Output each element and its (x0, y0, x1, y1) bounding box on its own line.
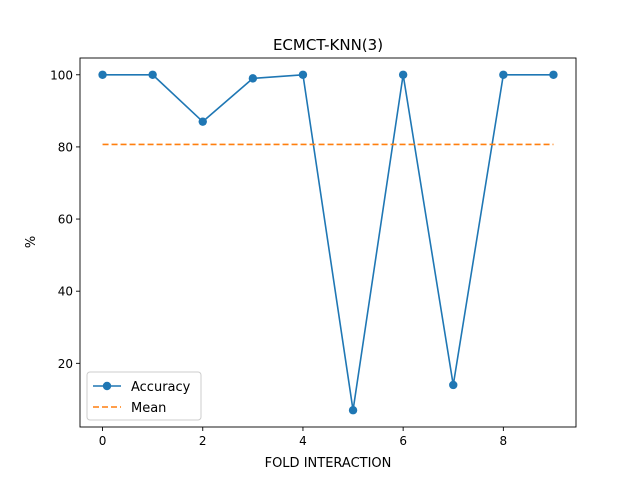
y-tick-label: 100 (50, 68, 73, 82)
data-point-accuracy (98, 70, 107, 79)
x-tick-label: 0 (99, 434, 107, 448)
legend-label-accuracy: Accuracy (131, 380, 191, 395)
x-tick-label: 6 (399, 434, 407, 448)
data-point-accuracy (398, 70, 408, 79)
y-tick-label: 40 (58, 285, 73, 299)
series-line-accuracy (102, 73, 554, 412)
data-point-accuracy (198, 117, 207, 126)
legend-label-mean: Mean (131, 401, 166, 416)
y-axis-label: % (24, 236, 39, 248)
y-tick-label: 20 (58, 357, 73, 371)
plot-frame (79, 57, 577, 428)
data-point-accuracy (298, 70, 308, 79)
x-axis-label: FOLD INTERACTION (265, 456, 392, 471)
x-tick-label: 8 (500, 434, 508, 448)
data-point-accuracy (449, 380, 458, 390)
legend-marker-accuracy (102, 381, 112, 391)
data-point-accuracy (148, 70, 157, 79)
legend: Accuracy Mean (86, 371, 202, 421)
x-tick-label: 4 (299, 434, 307, 448)
data-point-accuracy (499, 70, 508, 79)
y-tick-label: 60 (58, 213, 73, 227)
y-axis-ticks: 20 40 60 80 100 (50, 68, 80, 371)
data-point-accuracy (549, 70, 558, 79)
data-point-accuracy (248, 74, 258, 83)
x-tick-label: 2 (199, 434, 207, 448)
series-layer (98, 70, 558, 415)
y-tick-label: 80 (58, 140, 73, 154)
legend-box (86, 371, 202, 421)
chart-title: ECMCT-KNN(3) (273, 36, 383, 54)
data-point-accuracy (348, 406, 358, 415)
x-axis-ticks: 0 2 4 6 8 (99, 427, 507, 448)
